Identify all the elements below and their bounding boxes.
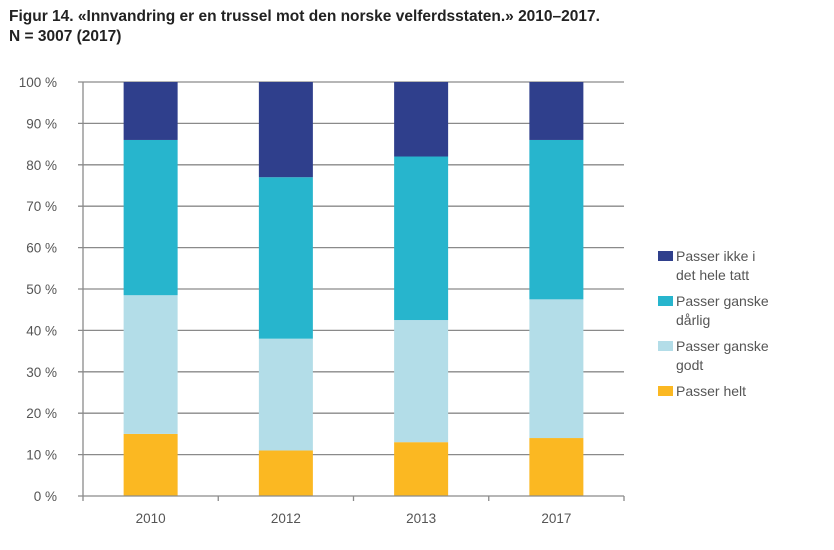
legend-swatch-helt — [658, 386, 673, 396]
x-tick-label-2017: 2017 — [541, 511, 571, 526]
y-tick-label-100: 100 % — [19, 75, 57, 90]
legend-item-ganske-darlig: Passer ganske dårlig — [657, 292, 827, 330]
axes — [78, 82, 625, 501]
bar-2017-passer-ikke-i-det-hele-tatt — [529, 82, 584, 140]
y-tick-label-50: 50 % — [26, 282, 57, 297]
x-tick-label-2013: 2013 — [406, 511, 436, 526]
bar-2010-passer-ganske-dårlig — [123, 139, 178, 296]
legend: Passer ikke i det hele tatt Passer gansk… — [657, 247, 827, 401]
x-tick-label-2010: 2010 — [136, 511, 166, 526]
legend-label-ganske-darlig-line-1: Passer ganske — [676, 293, 769, 309]
bar-2010-passer-ikke-i-det-hele-tatt — [123, 82, 178, 140]
legend-swatch-ikke — [658, 251, 673, 261]
bar-2017-passer-ganske-dårlig — [529, 139, 584, 300]
bar-2012-passer-ganske-dårlig — [258, 177, 313, 339]
legend-label-ganske-darlig-line-2: dårlig — [676, 312, 711, 328]
legend-label-ikke-line-2: det hele tatt — [676, 267, 750, 283]
y-tick-label-30: 30 % — [26, 365, 57, 380]
y-tick-label-10: 10 % — [26, 448, 57, 463]
legend-swatch-ganske-darlig — [658, 296, 673, 306]
bars — [123, 82, 584, 496]
chart-title-line-1: Figur 14. «Innvandring er en trussel mot… — [9, 8, 600, 25]
bar-2010-passer-helt — [123, 433, 178, 496]
legend-label-helt: Passer helt — [676, 383, 747, 399]
y-tick-label-0: 0 % — [34, 489, 57, 504]
legend-label-ganske-godt-line-2: godt — [676, 357, 704, 373]
bar-2013-passer-ganske-dårlig — [394, 156, 449, 321]
bar-2017-passer-ganske-godt — [529, 299, 584, 439]
bar-2012-passer-ganske-godt — [258, 338, 313, 451]
bar-2013-passer-ikke-i-det-hele-tatt — [394, 82, 449, 157]
y-tick-label-70: 70 % — [26, 199, 57, 214]
bar-2013-passer-ganske-godt — [394, 320, 449, 443]
legend-swatch-ganske-godt — [658, 341, 673, 351]
y-tick-label-20: 20 % — [26, 406, 57, 421]
y-axis-labels: 0 % 10 % 20 % 30 % 40 % 50 % 60 % 70 % 80 % 90 % 1… — [19, 75, 57, 504]
y-tick-label-60: 60 % — [26, 241, 57, 256]
legend-label-ikke-line-1: Passer ikke i — [676, 248, 756, 264]
bar-2017-passer-helt — [529, 438, 584, 496]
x-tick-label-2012: 2012 — [271, 511, 301, 526]
legend-item-ikke: Passer ikke i det hele tatt — [657, 247, 827, 285]
y-tick-label-40: 40 % — [26, 323, 57, 338]
y-tick-label-90: 90 % — [26, 116, 57, 131]
y-tick-label-80: 80 % — [26, 158, 57, 173]
x-axis-labels: 2010 2012 2013 2017 — [136, 511, 572, 526]
chart-title: Figur 14. «Innvandring er en trussel mot… — [9, 7, 600, 47]
bar-2010-passer-ganske-godt — [123, 295, 178, 434]
legend-label-ganske-godt-line-1: Passer ganske — [676, 338, 769, 354]
legend-item-helt: Passer helt — [657, 382, 827, 401]
chart-title-line-2: N = 3007 (2017) — [9, 28, 122, 45]
legend-item-ganske-godt: Passer ganske godt — [657, 337, 827, 375]
bar-2013-passer-helt — [394, 442, 449, 496]
bar-2012-passer-helt — [258, 450, 313, 496]
bar-2012-passer-ikke-i-det-hele-tatt — [258, 82, 313, 178]
